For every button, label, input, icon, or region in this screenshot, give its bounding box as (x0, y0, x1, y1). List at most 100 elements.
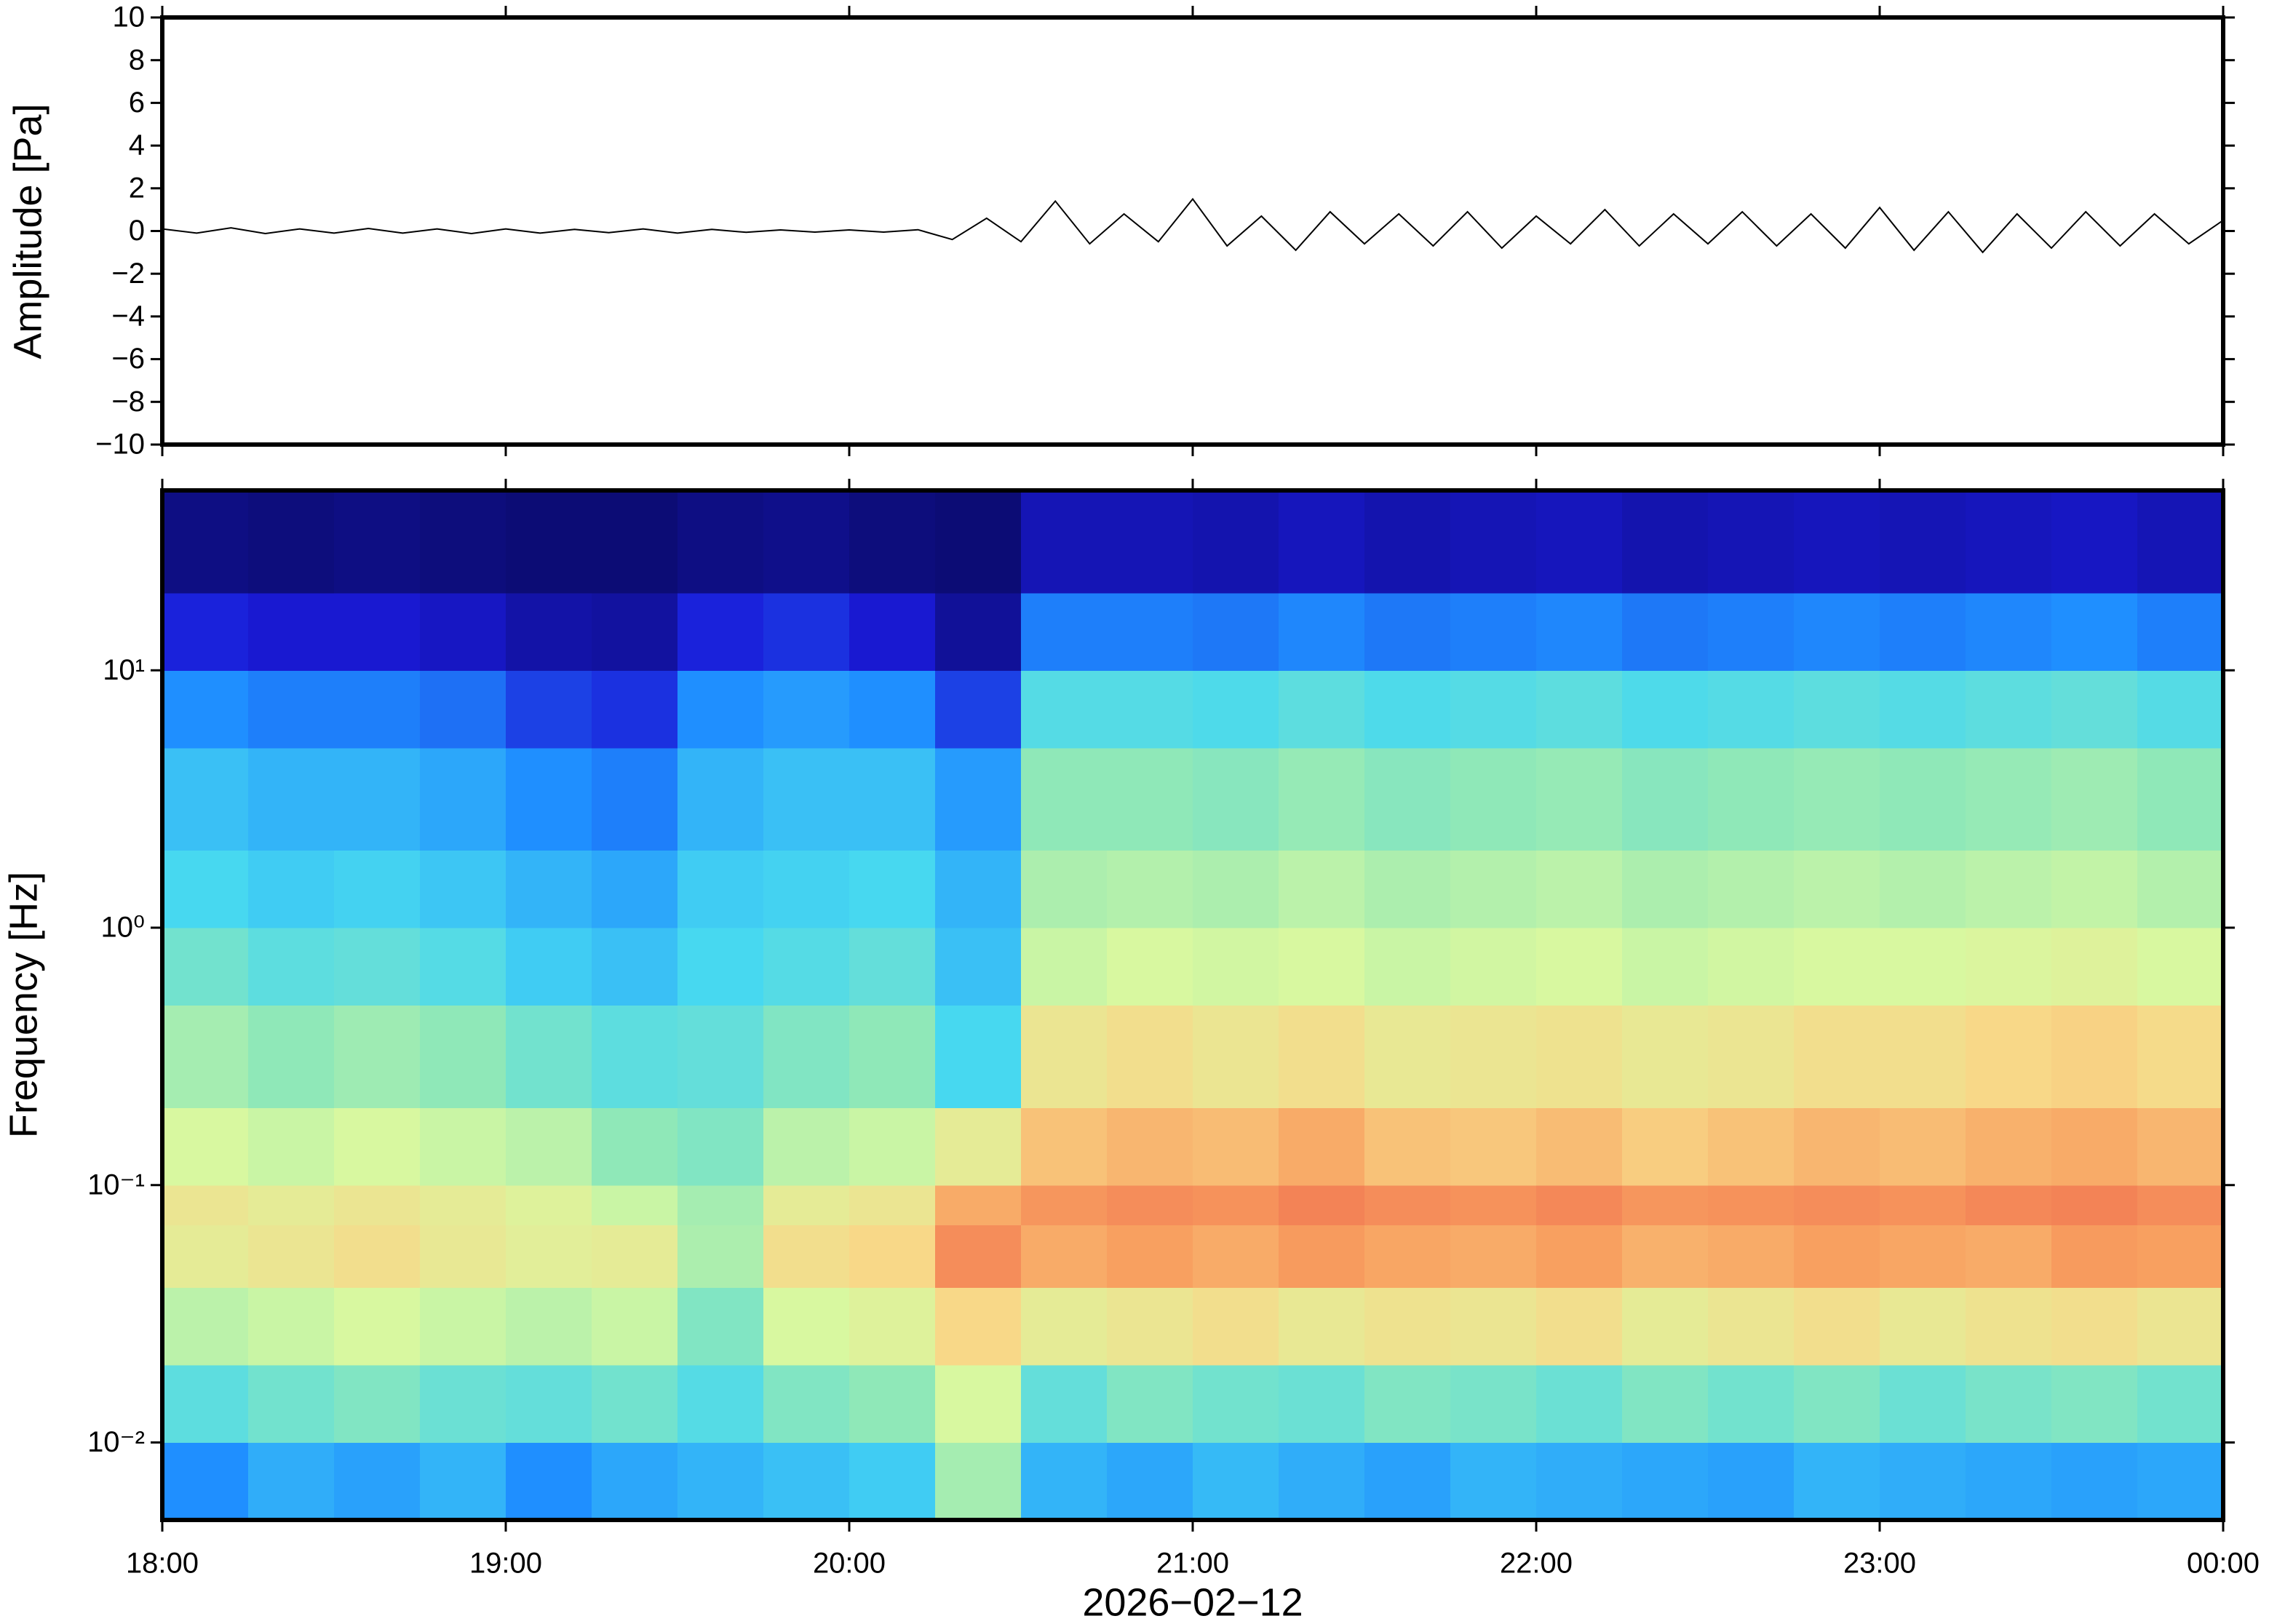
spectrogram-cell (420, 490, 506, 594)
spectrogram-cell (2137, 747, 2224, 851)
x-tick-label: 00:00 (2187, 1548, 2260, 1580)
spectrogram-cell (420, 747, 506, 851)
y-tick-label: 10 (113, 1, 146, 33)
spectrogram-cell (849, 747, 936, 851)
spectrogram-cell (248, 928, 335, 1006)
spectrogram-cell (2051, 592, 2138, 671)
spectrogram-cell (248, 850, 335, 928)
spectrogram-cell (592, 928, 678, 1006)
spectrogram-cell (2137, 1185, 2224, 1226)
spectrogram-cell (677, 1287, 764, 1366)
spectrogram-cell (849, 928, 936, 1006)
spectrogram-cell (935, 1365, 1022, 1444)
spectrogram-cell (1364, 490, 1451, 594)
spectrogram-cell (1364, 1005, 1451, 1108)
spectrogram-cell (1021, 490, 1108, 594)
spectrogram-cell (1880, 1225, 1966, 1289)
spectrogram-cell (935, 928, 1022, 1006)
spectrogram-cell (592, 1225, 678, 1289)
spectrogram-cell (1536, 1225, 1623, 1289)
x-tick-label: 19:00 (469, 1548, 542, 1580)
spectrogram-cell (1193, 928, 1279, 1006)
spectrogram-cell (506, 1365, 592, 1444)
y-tick-label: −8 (111, 386, 145, 418)
spectrogram-cell (2051, 850, 2138, 928)
spectrogram-cell (334, 1287, 421, 1366)
y-axis-title: Amplitude [Pa] (6, 103, 49, 359)
spectrogram-cell (1107, 1442, 1193, 1521)
x-axis-title: 2026−02−12 (1082, 1580, 1303, 1624)
spectrogram-cell (248, 1442, 335, 1521)
spectrogram-cell (1880, 1365, 1966, 1444)
spectrogram-cell (1536, 747, 1623, 851)
spectrogram-cell (1450, 1365, 1537, 1444)
spectrogram-cell (1279, 1442, 1365, 1521)
spectrogram-cell (1107, 1365, 1193, 1444)
spectrogram-cell (1794, 1442, 1880, 1521)
waveform (162, 197, 2224, 254)
spectrogram-cell (935, 490, 1022, 594)
spectrogram-cell (1966, 1005, 2052, 1108)
spectrogram-cell (506, 592, 592, 671)
spectrogram-cell (1536, 928, 1623, 1006)
x-tick-label: 23:00 (1843, 1548, 1916, 1580)
spectrogram-cell (935, 1442, 1022, 1521)
spectrogram (162, 490, 2224, 1521)
spectrogram-cell (763, 850, 850, 928)
spectrogram-cell (849, 592, 936, 671)
spectrogram-cell (2051, 928, 2138, 1006)
spectrogram-cell (1193, 1287, 1279, 1366)
spectrogram-cell (1536, 1287, 1623, 1366)
spectrogram-cell (763, 1005, 850, 1108)
spectrogram-cell (677, 1005, 764, 1108)
spectrogram-cell (849, 490, 936, 594)
y-tick-label: 2 (129, 172, 145, 204)
spectrogram-cell (1193, 1442, 1279, 1521)
spectrogram-cell (592, 490, 678, 594)
spectrogram-cell (420, 1287, 506, 1366)
spectrogram-cell (248, 670, 335, 749)
spectrogram-cell (1622, 670, 1709, 749)
spectrogram-cell (677, 490, 764, 594)
spectrogram-cell (1708, 1365, 1795, 1444)
spectrogram-cell (1364, 1107, 1451, 1186)
spectrogram-cell (1279, 1225, 1365, 1289)
spectrogram-cell (2137, 490, 2224, 594)
spectrogram-cell (420, 1005, 506, 1108)
spectrogram-cell (1622, 1365, 1709, 1444)
spectrogram-cell (1193, 670, 1279, 749)
spectrogram-cell (1880, 1005, 1966, 1108)
spectrogram-cell (162, 1287, 249, 1366)
spectrogram-cell (1536, 850, 1623, 928)
spectrogram-cell (334, 850, 421, 928)
spectrogram-cell (2137, 1107, 2224, 1186)
spectrogram-cell (935, 747, 1022, 851)
spectrogram-cell (1107, 747, 1193, 851)
spectrogram-cell (1450, 1185, 1537, 1226)
spectrogram-cell (1966, 928, 2052, 1006)
spectrogram-cell (1708, 850, 1795, 928)
spectrogram-cell (1622, 1225, 1709, 1289)
spectrogram-cell (2137, 592, 2224, 671)
y-tick-label: 4 (129, 130, 145, 162)
spectrogram-cell (592, 592, 678, 671)
spectrogram-cell (677, 850, 764, 928)
spectrogram-cell (1708, 1287, 1795, 1366)
spectrogram-cell (420, 1185, 506, 1226)
spectrogram-cell (1622, 1185, 1709, 1226)
spectrogram-cell (2137, 1442, 2224, 1521)
y-tick-label: 10¹ (103, 654, 145, 686)
spectrogram-cell (1794, 1225, 1880, 1289)
spectrogram-cell (1966, 1442, 2052, 1521)
spectrogram-cell (1966, 1225, 2052, 1289)
spectrogram-cell (763, 1287, 850, 1366)
spectrogram-cell (162, 1005, 249, 1108)
spectrogram-cell (1107, 1107, 1193, 1186)
spectrogram-cell (935, 1225, 1022, 1289)
spectrogram-cell (1107, 670, 1193, 749)
spectrogram-cell (1622, 850, 1709, 928)
spectrogram-cell (763, 1107, 850, 1186)
spectrogram-cell (1794, 670, 1880, 749)
spectrogram-cell (849, 850, 936, 928)
spectrogram-cell (1708, 592, 1795, 671)
